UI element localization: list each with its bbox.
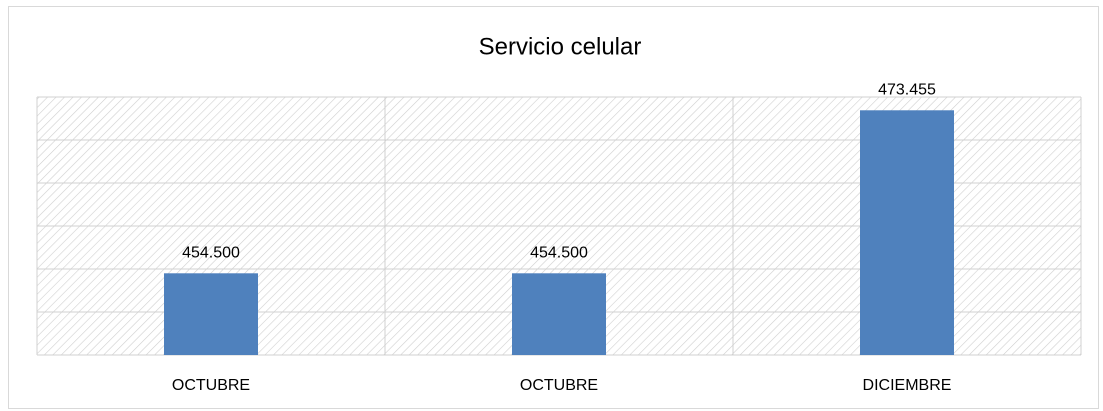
- x-tick-label: DICIEMBRE: [863, 377, 952, 394]
- data-label: 473.455: [878, 82, 936, 99]
- chart-title: Servicio celular: [479, 33, 642, 60]
- bar: [164, 273, 258, 355]
- data-label: 454.500: [530, 245, 588, 262]
- x-tick-label: OCTUBRE: [520, 377, 598, 394]
- bar: [512, 273, 606, 355]
- data-label: 454.500: [182, 245, 240, 262]
- x-tick-label: OCTUBRE: [172, 377, 250, 394]
- bar: [860, 110, 954, 355]
